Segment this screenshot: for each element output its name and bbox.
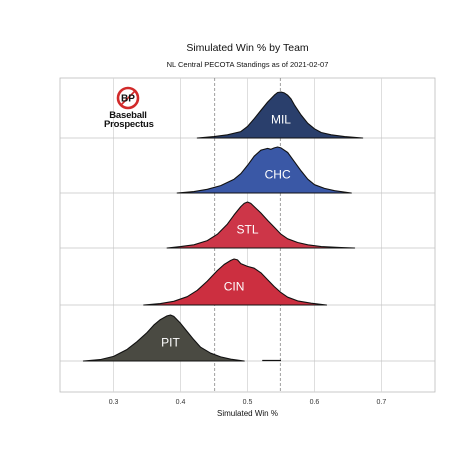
logo-line-1: Baseball — [109, 110, 147, 121]
ridge-label-chc: CHC — [265, 168, 291, 182]
ridge-cin — [143, 258, 328, 306]
x-tick-label-0: 0.3 — [109, 399, 119, 406]
logo-line-2: Prospectus — [104, 119, 154, 130]
bp-badge-icon: BP — [116, 86, 140, 110]
x-tick-label-4: 0.7 — [377, 399, 387, 406]
baseball-prospectus-logo: BP Baseball Prospectus — [104, 86, 154, 130]
ridges: MIL CHC STL CIN PIT — [82, 91, 364, 362]
ridge-stl — [166, 201, 356, 249]
ridge-mil — [196, 91, 364, 139]
x-axis: 0.3 0.4 0.5 0.6 0.7 Simulated Win % — [109, 399, 387, 418]
chart-subtitle: NL Central PECOTA Standings as of 2021-0… — [166, 60, 329, 69]
ridge-label-pit: PIT — [161, 336, 180, 350]
x-tick-label-3: 0.6 — [310, 399, 320, 406]
chart-title: Simulated Win % by Team — [186, 42, 309, 54]
ridge-pit — [82, 314, 245, 362]
x-axis-label: Simulated Win % — [217, 409, 278, 418]
ridge-label-stl: STL — [236, 223, 258, 237]
ridge-label-cin: CIN — [224, 280, 245, 294]
ridge-chc — [176, 146, 352, 194]
x-tick-label-2: 0.5 — [243, 399, 253, 406]
bp-badge-text: BP — [121, 94, 135, 105]
ridge-label-mil: MIL — [271, 113, 291, 127]
x-tick-label-1: 0.4 — [176, 399, 186, 406]
